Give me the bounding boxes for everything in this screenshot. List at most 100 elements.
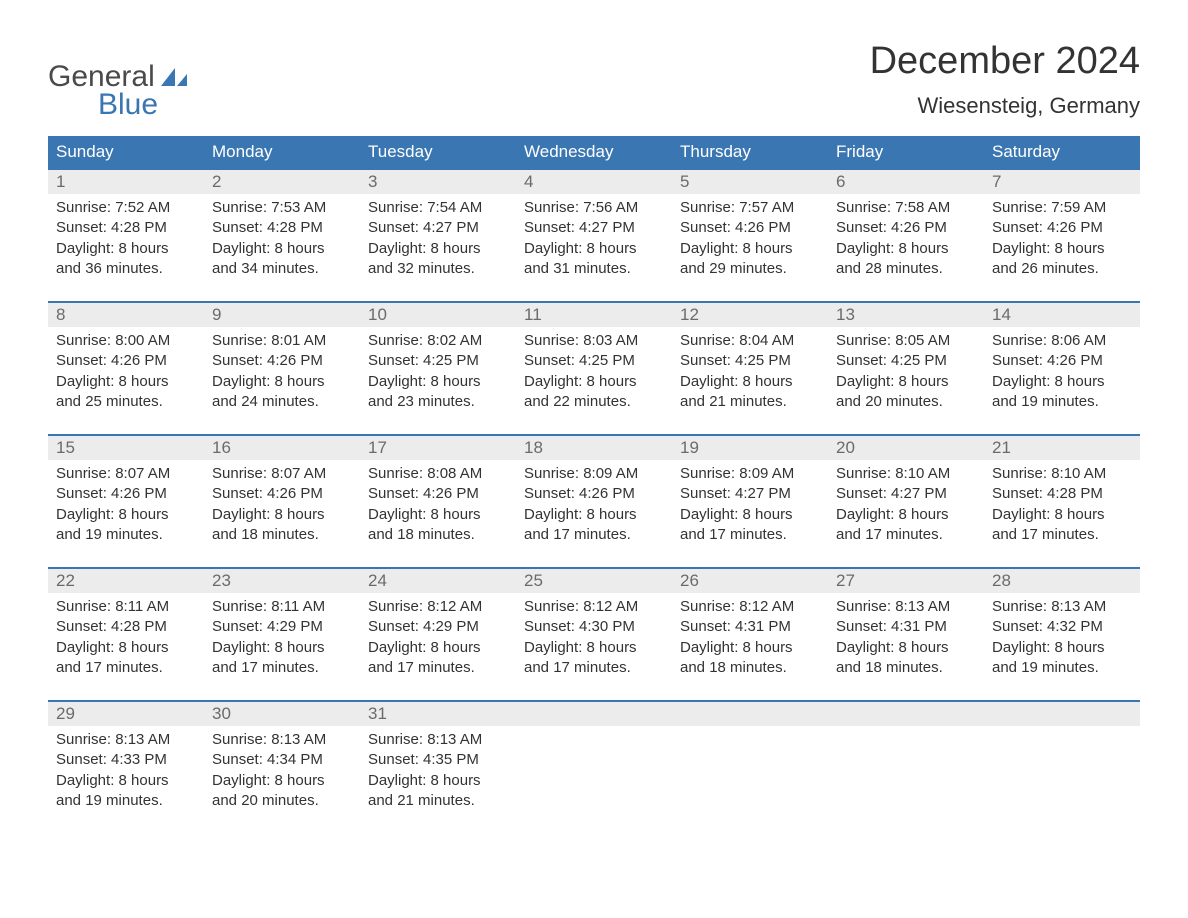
daynum-row: 891011121314 xyxy=(48,303,1140,327)
sunrise-text: Sunrise: 8:09 AM xyxy=(524,464,664,484)
day-cell: Sunrise: 7:56 AMSunset: 4:27 PMDaylight:… xyxy=(516,194,672,287)
sunrise-text: Sunrise: 8:13 AM xyxy=(56,730,196,750)
day-header-thursday: Thursday xyxy=(672,136,828,168)
daylight-line2: and 19 minutes. xyxy=(992,658,1132,678)
daylight-line1: Daylight: 8 hours xyxy=(56,239,196,259)
header: General Blue December 2024 Wiesensteig, … xyxy=(48,40,1140,122)
day-cell: Sunrise: 7:52 AMSunset: 4:28 PMDaylight:… xyxy=(48,194,204,287)
day-number: 29 xyxy=(48,702,204,726)
sunset-text: Sunset: 4:27 PM xyxy=(524,218,664,238)
sunset-text: Sunset: 4:31 PM xyxy=(680,617,820,637)
brand-sail-icon xyxy=(161,68,187,91)
title-block: December 2024 Wiesensteig, Germany xyxy=(870,40,1140,119)
day-cell: Sunrise: 8:00 AMSunset: 4:26 PMDaylight:… xyxy=(48,327,204,420)
daylight-line1: Daylight: 8 hours xyxy=(992,372,1132,392)
day-number: 22 xyxy=(48,569,204,593)
sunrise-text: Sunrise: 8:05 AM xyxy=(836,331,976,351)
daynum-row: 1234567 xyxy=(48,170,1140,194)
day-number: 26 xyxy=(672,569,828,593)
daylight-line1: Daylight: 8 hours xyxy=(368,638,508,658)
sunrise-text: Sunrise: 8:13 AM xyxy=(368,730,508,750)
day-number: 3 xyxy=(360,170,516,194)
sunset-text: Sunset: 4:27 PM xyxy=(836,484,976,504)
sunset-text: Sunset: 4:26 PM xyxy=(524,484,664,504)
sunset-text: Sunset: 4:25 PM xyxy=(836,351,976,371)
sunrise-text: Sunrise: 8:04 AM xyxy=(680,331,820,351)
day-cell: Sunrise: 8:05 AMSunset: 4:25 PMDaylight:… xyxy=(828,327,984,420)
day-cell: Sunrise: 8:02 AMSunset: 4:25 PMDaylight:… xyxy=(360,327,516,420)
day-number: 17 xyxy=(360,436,516,460)
sunrise-text: Sunrise: 8:07 AM xyxy=(212,464,352,484)
day-number: 23 xyxy=(204,569,360,593)
day-cell: Sunrise: 8:09 AMSunset: 4:26 PMDaylight:… xyxy=(516,460,672,553)
sunrise-text: Sunrise: 8:12 AM xyxy=(680,597,820,617)
daylight-line1: Daylight: 8 hours xyxy=(680,638,820,658)
day-number: 10 xyxy=(360,303,516,327)
day-cell: Sunrise: 8:06 AMSunset: 4:26 PMDaylight:… xyxy=(984,327,1140,420)
day-cell: Sunrise: 8:13 AMSunset: 4:31 PMDaylight:… xyxy=(828,593,984,686)
day-cell: Sunrise: 8:10 AMSunset: 4:27 PMDaylight:… xyxy=(828,460,984,553)
day-cell: Sunrise: 8:09 AMSunset: 4:27 PMDaylight:… xyxy=(672,460,828,553)
daylight-line1: Daylight: 8 hours xyxy=(524,372,664,392)
daylight-line2: and 19 minutes. xyxy=(992,392,1132,412)
day-number: 1 xyxy=(48,170,204,194)
sunrise-text: Sunrise: 8:10 AM xyxy=(992,464,1132,484)
day-cell: Sunrise: 7:57 AMSunset: 4:26 PMDaylight:… xyxy=(672,194,828,287)
sunrise-text: Sunrise: 8:13 AM xyxy=(992,597,1132,617)
daylight-line2: and 18 minutes. xyxy=(836,658,976,678)
sunrise-text: Sunrise: 8:00 AM xyxy=(56,331,196,351)
weeks-container: 1234567Sunrise: 7:52 AMSunset: 4:28 PMDa… xyxy=(48,168,1140,819)
sunset-text: Sunset: 4:34 PM xyxy=(212,750,352,770)
daylight-line1: Daylight: 8 hours xyxy=(992,505,1132,525)
daylight-line2: and 17 minutes. xyxy=(56,658,196,678)
sunset-text: Sunset: 4:26 PM xyxy=(212,351,352,371)
day-number: 31 xyxy=(360,702,516,726)
day-number: 27 xyxy=(828,569,984,593)
daylight-line2: and 31 minutes. xyxy=(524,259,664,279)
daylight-line1: Daylight: 8 hours xyxy=(836,372,976,392)
day-number: 7 xyxy=(984,170,1140,194)
daylight-line2: and 26 minutes. xyxy=(992,259,1132,279)
day-number xyxy=(984,702,1140,726)
brand-logo: General Blue xyxy=(48,60,187,122)
day-number: 12 xyxy=(672,303,828,327)
sunrise-text: Sunrise: 8:02 AM xyxy=(368,331,508,351)
day-cell: Sunrise: 8:13 AMSunset: 4:32 PMDaylight:… xyxy=(984,593,1140,686)
day-number: 16 xyxy=(204,436,360,460)
daylight-line2: and 18 minutes. xyxy=(368,525,508,545)
day-number: 6 xyxy=(828,170,984,194)
sunset-text: Sunset: 4:26 PM xyxy=(992,351,1132,371)
sunrise-text: Sunrise: 8:09 AM xyxy=(680,464,820,484)
daylight-line2: and 19 minutes. xyxy=(56,525,196,545)
sunset-text: Sunset: 4:25 PM xyxy=(680,351,820,371)
daylight-line2: and 18 minutes. xyxy=(212,525,352,545)
sunrise-text: Sunrise: 7:54 AM xyxy=(368,198,508,218)
day-header-saturday: Saturday xyxy=(984,136,1140,168)
daylight-line1: Daylight: 8 hours xyxy=(992,239,1132,259)
sunset-text: Sunset: 4:28 PM xyxy=(992,484,1132,504)
sunset-text: Sunset: 4:25 PM xyxy=(368,351,508,371)
day-cell xyxy=(516,726,672,819)
daylight-line1: Daylight: 8 hours xyxy=(368,505,508,525)
day-header-friday: Friday xyxy=(828,136,984,168)
day-number: 20 xyxy=(828,436,984,460)
day-header-tuesday: Tuesday xyxy=(360,136,516,168)
sunset-text: Sunset: 4:29 PM xyxy=(212,617,352,637)
sunrise-text: Sunrise: 7:52 AM xyxy=(56,198,196,218)
daylight-line2: and 18 minutes. xyxy=(680,658,820,678)
daylight-line2: and 20 minutes. xyxy=(836,392,976,412)
day-header-row: Sunday Monday Tuesday Wednesday Thursday… xyxy=(48,136,1140,168)
day-header-wednesday: Wednesday xyxy=(516,136,672,168)
sunrise-text: Sunrise: 7:56 AM xyxy=(524,198,664,218)
calendar-week: 293031Sunrise: 8:13 AMSunset: 4:33 PMDay… xyxy=(48,700,1140,819)
day-number: 11 xyxy=(516,303,672,327)
day-number: 21 xyxy=(984,436,1140,460)
calendar-week: 891011121314Sunrise: 8:00 AMSunset: 4:26… xyxy=(48,301,1140,420)
month-title: December 2024 xyxy=(870,40,1140,83)
daylight-line2: and 36 minutes. xyxy=(56,259,196,279)
day-number: 13 xyxy=(828,303,984,327)
day-cell: Sunrise: 8:03 AMSunset: 4:25 PMDaylight:… xyxy=(516,327,672,420)
daylight-line2: and 28 minutes. xyxy=(836,259,976,279)
day-number: 4 xyxy=(516,170,672,194)
daylight-line1: Daylight: 8 hours xyxy=(836,638,976,658)
